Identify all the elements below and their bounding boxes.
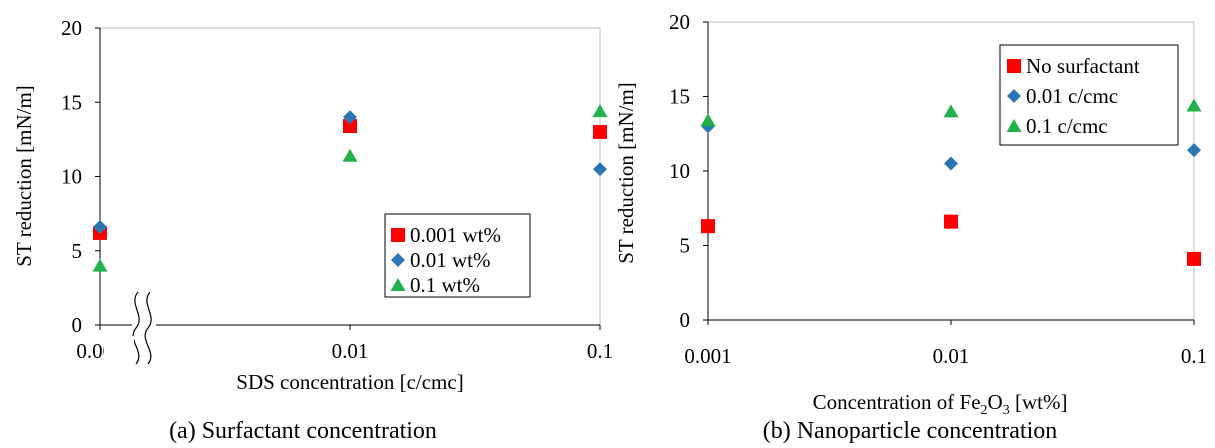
data-point-b-s2-1 bbox=[943, 104, 959, 118]
x-axis-label-b-main: Concentration of Fe bbox=[813, 390, 981, 414]
data-point-b-s0-0 bbox=[701, 219, 715, 234]
legend-marker-b-0 bbox=[1007, 59, 1021, 73]
axis-break-line-right bbox=[144, 291, 152, 365]
legend-label-a-1: 0.01 wt% bbox=[410, 248, 491, 272]
legend-b: No surfactant 0.01 c/cmc 0.1 c/cmc bbox=[999, 44, 1179, 146]
chart-b: 0 5 10 15 20 0.001 0.01 0.1 Concentration of Fe… bbox=[614, 10, 1207, 444]
legend-marker-a-2 bbox=[390, 278, 406, 291]
legend-a: 0.001 wt%0.01 wt%0.1 wt% bbox=[384, 213, 531, 298]
x-axis-label-b-sub1: 2 bbox=[981, 403, 988, 418]
legend-label-b-2: 0.1 c/cmc bbox=[1026, 114, 1108, 138]
y-tick-label-a: 5 bbox=[72, 239, 83, 263]
data-point-a-s0-2 bbox=[593, 124, 607, 139]
data-point-a-s0-1 bbox=[343, 119, 357, 134]
axis-break-line-left bbox=[132, 291, 140, 365]
legend-marker-a-0 bbox=[391, 228, 405, 242]
y-tick-label-a: 0 bbox=[72, 313, 83, 337]
x-axis-label-b: Concentration of Fe2O3 [wt%] bbox=[813, 390, 1068, 418]
x-axis-label-b-sub2: 3 bbox=[1003, 403, 1010, 418]
data-point-a-s1-0 bbox=[93, 219, 107, 234]
legend-box-a bbox=[384, 213, 531, 298]
legend-label-a-2: 0.1 wt% bbox=[410, 273, 480, 297]
y-tick-label-a: 20 bbox=[61, 16, 82, 40]
data-point-b-s2-0 bbox=[700, 113, 716, 127]
x-tick-label-b: 0.001 bbox=[684, 344, 731, 368]
axis-break-mask bbox=[104, 336, 134, 362]
y-axis-label-a: ST reduction [mN/m] bbox=[12, 85, 36, 267]
y-axis-label-b: ST reduction [mN/m] bbox=[614, 82, 638, 264]
legend-label-a-0: 0.001 wt% bbox=[410, 223, 501, 247]
x-tick-label-b: 0.01 bbox=[933, 344, 970, 368]
y-tick-label-a: 15 bbox=[61, 90, 82, 114]
y-tick-label-b: 20 bbox=[669, 10, 690, 34]
x-tick-label-a: 0.01 bbox=[332, 339, 369, 363]
data-point-b-s1-2 bbox=[1187, 143, 1201, 158]
data-point-a-s2-0 bbox=[92, 258, 108, 272]
x-axis-label-b-tail: [wt%] bbox=[1010, 390, 1068, 414]
legend-label-b-0: No surfactant bbox=[1026, 54, 1140, 78]
caption-a: (a) Surfactant concentration bbox=[169, 418, 437, 444]
data-point-b-s1-1 bbox=[944, 156, 958, 171]
data-point-a-s1-1 bbox=[343, 110, 357, 125]
legend-label-b-1: 0.01 c/cmc bbox=[1026, 84, 1118, 108]
x-tick-label-b: 0.1 bbox=[1181, 344, 1207, 368]
x-axis-label-b-mid: O bbox=[988, 390, 1003, 414]
y-tick-label-b: 15 bbox=[669, 85, 690, 109]
caption-b: (b) Nanoparticle concentration bbox=[763, 418, 1058, 444]
data-point-a-s2-2 bbox=[592, 104, 608, 118]
legend-marker-b-2 bbox=[1006, 119, 1022, 132]
legend-box-b bbox=[999, 44, 1179, 146]
data-point-b-s2-2 bbox=[1186, 98, 1202, 112]
legend-marker-b-1 bbox=[1007, 89, 1021, 103]
legend-marker-a-1 bbox=[391, 253, 405, 267]
data-point-a-s2-1 bbox=[342, 148, 358, 162]
data-point-b-s0-1 bbox=[944, 214, 958, 229]
y-tick-label-b: 5 bbox=[680, 234, 691, 258]
x-tick-label-a: 0.1 bbox=[587, 339, 613, 363]
data-point-a-s1-2 bbox=[593, 162, 607, 177]
data-point-b-s0-2 bbox=[1187, 251, 1201, 266]
y-tick-label-a: 10 bbox=[61, 165, 82, 189]
axis-break-gap bbox=[132, 268, 156, 363]
x-axis-label-a: SDS concentration [c/cmc] bbox=[236, 370, 463, 394]
y-tick-label-b: 10 bbox=[669, 159, 690, 183]
y-tick-label-b: 0 bbox=[680, 308, 691, 332]
